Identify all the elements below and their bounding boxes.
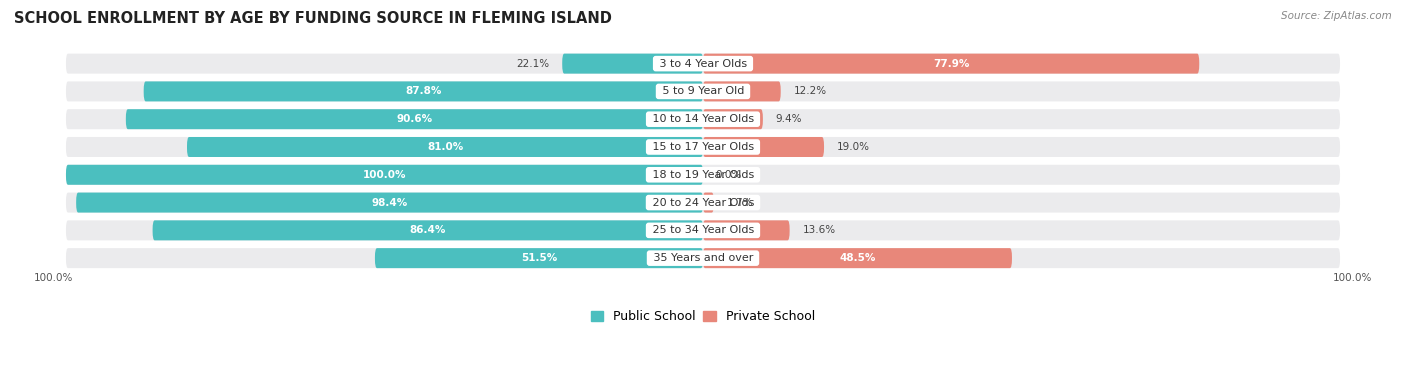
Text: 5 to 9 Year Old: 5 to 9 Year Old <box>658 86 748 97</box>
Text: 10 to 14 Year Olds: 10 to 14 Year Olds <box>648 114 758 124</box>
FancyBboxPatch shape <box>703 220 790 241</box>
Text: 20 to 24 Year Olds: 20 to 24 Year Olds <box>648 198 758 208</box>
FancyBboxPatch shape <box>127 109 703 129</box>
FancyBboxPatch shape <box>153 220 703 241</box>
Text: Source: ZipAtlas.com: Source: ZipAtlas.com <box>1281 11 1392 21</box>
Text: 1.7%: 1.7% <box>727 198 754 208</box>
FancyBboxPatch shape <box>703 248 1012 268</box>
FancyBboxPatch shape <box>143 81 703 101</box>
FancyBboxPatch shape <box>66 220 1340 241</box>
FancyBboxPatch shape <box>375 248 703 268</box>
Text: 3 to 4 Year Olds: 3 to 4 Year Olds <box>655 58 751 69</box>
FancyBboxPatch shape <box>66 137 1340 157</box>
FancyBboxPatch shape <box>66 193 1340 213</box>
Text: 22.1%: 22.1% <box>516 58 550 69</box>
FancyBboxPatch shape <box>187 137 703 157</box>
Text: 12.2%: 12.2% <box>793 86 827 97</box>
FancyBboxPatch shape <box>76 193 703 213</box>
Text: 13.6%: 13.6% <box>803 225 835 235</box>
Text: 100.0%: 100.0% <box>34 273 73 283</box>
Text: 77.9%: 77.9% <box>934 58 969 69</box>
Legend: Public School, Private School: Public School, Private School <box>586 305 820 328</box>
FancyBboxPatch shape <box>66 109 1340 129</box>
Text: 100.0%: 100.0% <box>363 170 406 180</box>
FancyBboxPatch shape <box>66 165 1340 185</box>
Text: 0.0%: 0.0% <box>716 170 742 180</box>
Text: 100.0%: 100.0% <box>1333 273 1372 283</box>
Text: 18 to 19 Year Olds: 18 to 19 Year Olds <box>648 170 758 180</box>
Text: 35 Years and over: 35 Years and over <box>650 253 756 263</box>
Text: 25 to 34 Year Olds: 25 to 34 Year Olds <box>648 225 758 235</box>
Text: 98.4%: 98.4% <box>371 198 408 208</box>
FancyBboxPatch shape <box>703 193 714 213</box>
Text: 9.4%: 9.4% <box>776 114 801 124</box>
Text: 81.0%: 81.0% <box>427 142 463 152</box>
Text: 48.5%: 48.5% <box>839 253 876 263</box>
Text: 90.6%: 90.6% <box>396 114 433 124</box>
FancyBboxPatch shape <box>66 81 1340 101</box>
FancyBboxPatch shape <box>703 81 780 101</box>
FancyBboxPatch shape <box>703 137 824 157</box>
Text: 19.0%: 19.0% <box>837 142 870 152</box>
Text: 87.8%: 87.8% <box>405 86 441 97</box>
FancyBboxPatch shape <box>703 54 1199 74</box>
Text: SCHOOL ENROLLMENT BY AGE BY FUNDING SOURCE IN FLEMING ISLAND: SCHOOL ENROLLMENT BY AGE BY FUNDING SOUR… <box>14 11 612 26</box>
FancyBboxPatch shape <box>66 248 1340 268</box>
FancyBboxPatch shape <box>703 109 763 129</box>
Text: 51.5%: 51.5% <box>520 253 557 263</box>
FancyBboxPatch shape <box>562 54 703 74</box>
Text: 15 to 17 Year Olds: 15 to 17 Year Olds <box>648 142 758 152</box>
Text: 86.4%: 86.4% <box>409 225 446 235</box>
FancyBboxPatch shape <box>66 54 1340 74</box>
FancyBboxPatch shape <box>66 165 703 185</box>
